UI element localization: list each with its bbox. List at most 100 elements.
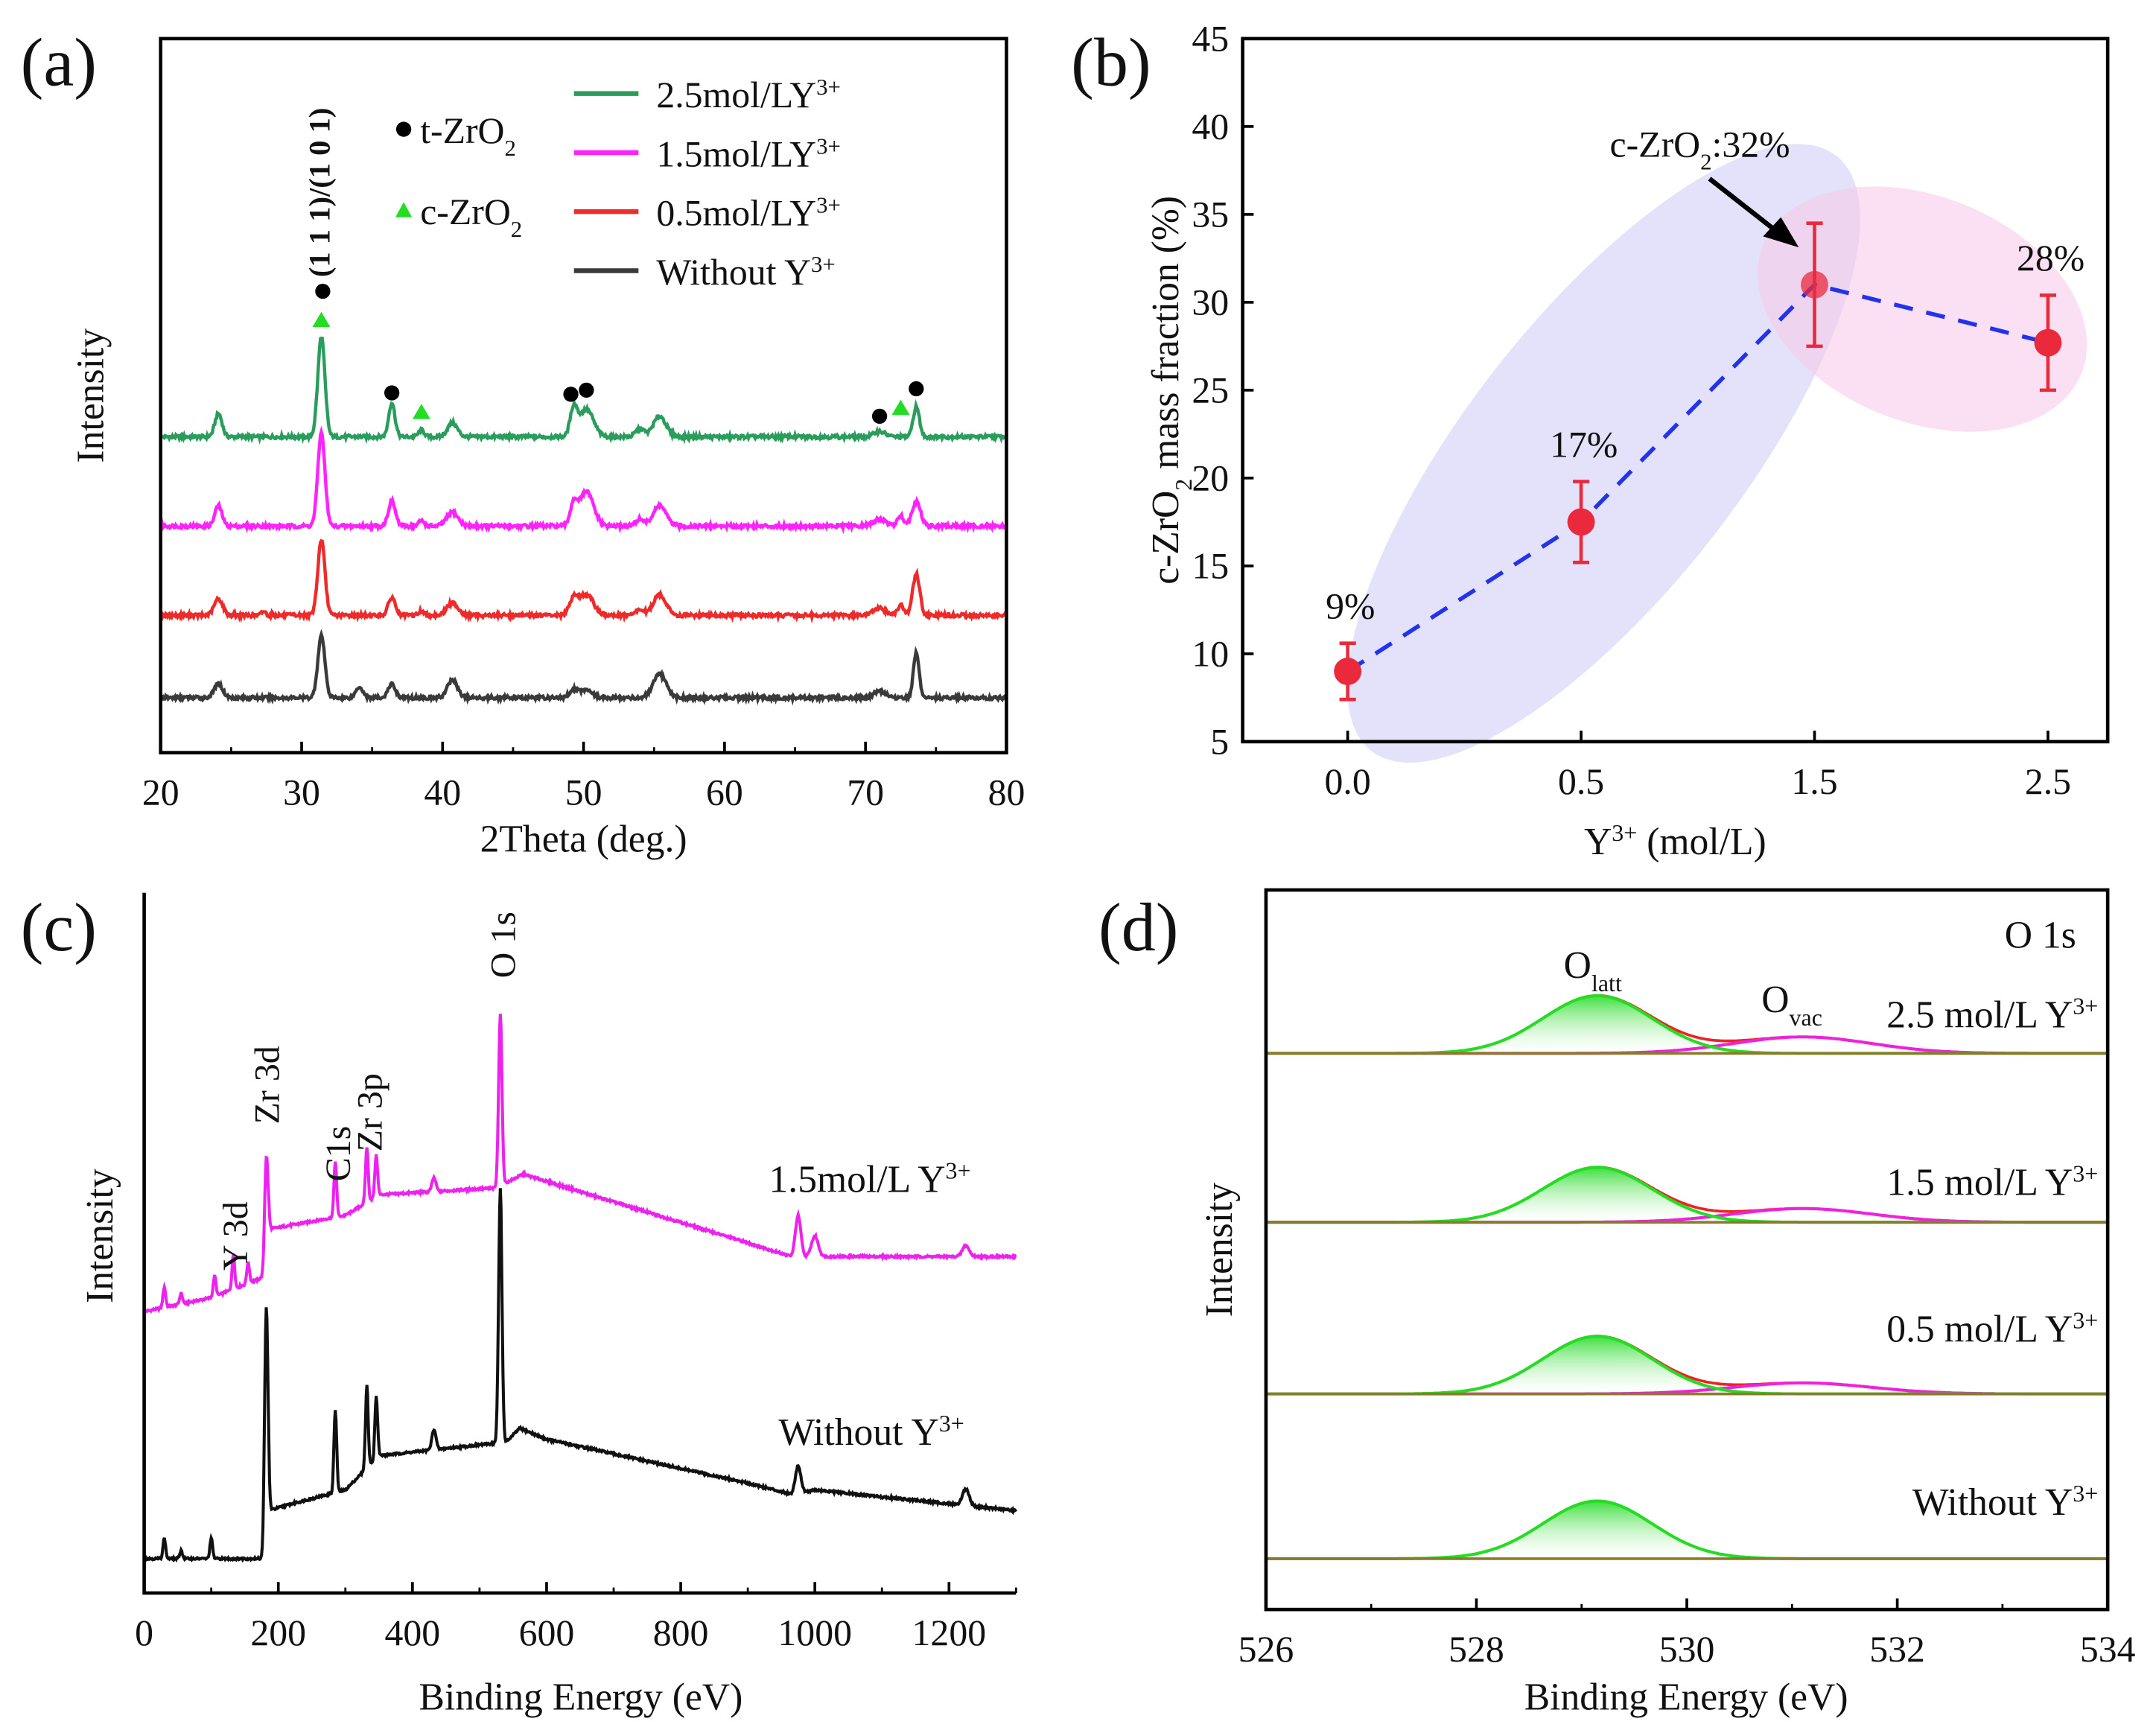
xrd-trace-0 bbox=[159, 336, 1008, 445]
x-axis-label-c: Binding Energy (eV) bbox=[419, 1676, 743, 1719]
legend-label-3-part: 3+ bbox=[811, 252, 836, 277]
panel-label-c-part: (c) bbox=[21, 889, 97, 965]
panel-label-a-part: (a) bbox=[21, 25, 97, 101]
legend-label-3-part: Without Y bbox=[656, 252, 811, 293]
data-label-part: 28% bbox=[2017, 238, 2084, 279]
highlight-ellipse-rising bbox=[1347, 144, 1860, 763]
max-annotation-part: :32% bbox=[1712, 124, 1790, 165]
y-tick-label-part: 10 bbox=[1192, 633, 1229, 674]
c-zro2-marker bbox=[412, 404, 430, 419]
series-label-2: 0.5 mol/L Y3+ bbox=[1886, 1307, 2098, 1351]
t-zro2-marker bbox=[563, 387, 579, 402]
series-label-1-part: 3+ bbox=[2073, 1160, 2098, 1186]
x-tick-label-part: 40 bbox=[424, 772, 461, 813]
x-tick-label: 1200 bbox=[912, 1612, 987, 1653]
ovac-label: Ovac bbox=[1761, 979, 1822, 1031]
xrd-trace-2 bbox=[159, 538, 1007, 624]
t-zro2-marker bbox=[909, 381, 924, 397]
max-annotation-part: 2 bbox=[1700, 149, 1711, 174]
y-tick-label-part: 20 bbox=[1192, 457, 1229, 498]
legend-label-1-part: 3+ bbox=[816, 133, 841, 159]
highlight-ellipse-peak bbox=[1758, 186, 2087, 432]
olatt-label-part: O bbox=[1564, 944, 1591, 987]
olatt-label-part: latt bbox=[1591, 970, 1622, 996]
y-tick-label: 25 bbox=[1192, 369, 1229, 410]
x-tick-label: 0.0 bbox=[1325, 761, 1371, 802]
peak-label-part: Zr 3d bbox=[247, 1046, 287, 1124]
data-label-part: 9% bbox=[1326, 586, 1375, 627]
peak-label: Y 3d bbox=[216, 1201, 255, 1271]
panel-label-a: (a) bbox=[21, 25, 97, 101]
series-label-0: 2.5 mol/L Y3+ bbox=[1886, 992, 2098, 1036]
x-tick-label-part: 0.0 bbox=[1325, 761, 1371, 802]
x-tick-label: 20 bbox=[142, 772, 179, 813]
x-axis-label-d-part: Binding Energy (eV) bbox=[1524, 1676, 1848, 1719]
x-axis-label-b-part: (mol/L) bbox=[1637, 821, 1766, 863]
y-tick-label-part: 30 bbox=[1192, 282, 1229, 322]
panel-label-b: (b) bbox=[1071, 25, 1151, 101]
x-tick-label-part: 2.5 bbox=[2025, 761, 2071, 802]
y-tick-label: 40 bbox=[1192, 106, 1229, 147]
legend-t-zro2-part: 2 bbox=[505, 136, 516, 161]
series-label-0-part: 2.5 mol/L Y bbox=[1886, 993, 2073, 1036]
peak-annotation-part: (1 1 1)/(1 0 1) bbox=[303, 108, 337, 277]
t-zro2-marker bbox=[384, 385, 400, 401]
t-zro2-marker bbox=[871, 408, 888, 425]
peak-annotation: (1 1 1)/(1 0 1) bbox=[303, 108, 337, 277]
peak-label: Zr 3d bbox=[247, 1046, 287, 1124]
peak-label: C1s bbox=[319, 1126, 358, 1182]
max-annotation-part: c-ZrO bbox=[1610, 124, 1701, 165]
peak-label-part: Zr 3p bbox=[351, 1073, 390, 1151]
series-label-1-part: 1.5 mol/L Y bbox=[1886, 1161, 2073, 1204]
data-point bbox=[2034, 328, 2062, 357]
y-tick-label: 30 bbox=[1192, 282, 1229, 322]
lattice-oxygen-fill-0 bbox=[1265, 995, 2108, 1054]
data-point bbox=[1567, 508, 1595, 536]
x-tick-label-part: 30 bbox=[283, 772, 320, 813]
legend-c-zro2-part: c-ZrO bbox=[420, 191, 511, 232]
x-tick-label-part: 400 bbox=[385, 1612, 441, 1653]
x-tick-label-part: 532 bbox=[1869, 1629, 1925, 1670]
x-tick-label-part: 80 bbox=[988, 772, 1025, 813]
x-tick-label-part: 60 bbox=[706, 772, 743, 813]
y-axis-label-c: Intensity bbox=[79, 1169, 121, 1303]
spectrum-title: O 1s bbox=[2005, 914, 2076, 956]
xps-survey-trace-0 bbox=[142, 1014, 1017, 1314]
series-label-2-part: 0.5 mol/L Y bbox=[1886, 1309, 2073, 1351]
series-label-3-part: 3+ bbox=[2073, 1480, 2098, 1507]
annotation-arrow-shaft bbox=[1708, 177, 1781, 236]
xps-survey-trace-1 bbox=[144, 1188, 1018, 1563]
x-tick-label: 800 bbox=[653, 1612, 709, 1653]
legend-label-2-part: 3+ bbox=[816, 193, 841, 218]
peak-label-part: C1s bbox=[319, 1126, 358, 1182]
x-tick-label-part: 526 bbox=[1238, 1629, 1294, 1670]
x-tick-label: 400 bbox=[385, 1612, 441, 1653]
x-axis-label-b-part: 3+ bbox=[1612, 819, 1637, 846]
x-tick-label-part: 0.5 bbox=[1558, 761, 1604, 802]
panel-label-d: (d) bbox=[1098, 889, 1178, 965]
x-tick-label-part: 1.5 bbox=[1791, 761, 1837, 802]
y-tick-label-part: 15 bbox=[1192, 545, 1229, 586]
legend-t-zro2-part: t-ZrO bbox=[420, 110, 504, 151]
x-axis-label-a-part: 2Theta (deg.) bbox=[480, 818, 687, 860]
legend-label-1-part: 1.5mol/LY bbox=[656, 133, 816, 174]
y-tick-label: 10 bbox=[1192, 633, 1229, 674]
max-annotation: c-ZrO2:32% bbox=[1610, 124, 1790, 174]
x-tick-label: 70 bbox=[847, 772, 884, 813]
x-tick-label-part: 200 bbox=[250, 1612, 306, 1653]
peak-label: O 1s bbox=[483, 912, 523, 978]
x-tick-label: 600 bbox=[519, 1612, 575, 1653]
legend-label-2: 0.5mol/LY3+ bbox=[656, 193, 841, 234]
x-tick-label: 532 bbox=[1869, 1629, 1925, 1670]
peak-label: Zr 3p bbox=[351, 1073, 390, 1151]
x-tick-label-part: 528 bbox=[1448, 1629, 1504, 1670]
lattice-oxygen-fill-3 bbox=[1265, 1501, 2108, 1559]
y-tick-label: 45 bbox=[1192, 18, 1229, 59]
x-tick-label-part: 20 bbox=[142, 772, 179, 813]
x-tick-label-part: 50 bbox=[565, 772, 602, 813]
y-axis-label-a: Intensity bbox=[69, 328, 112, 463]
data-label: 17% bbox=[1550, 424, 1618, 465]
x-tick-label: 30 bbox=[283, 772, 320, 813]
c-zro2-marker bbox=[312, 311, 331, 328]
